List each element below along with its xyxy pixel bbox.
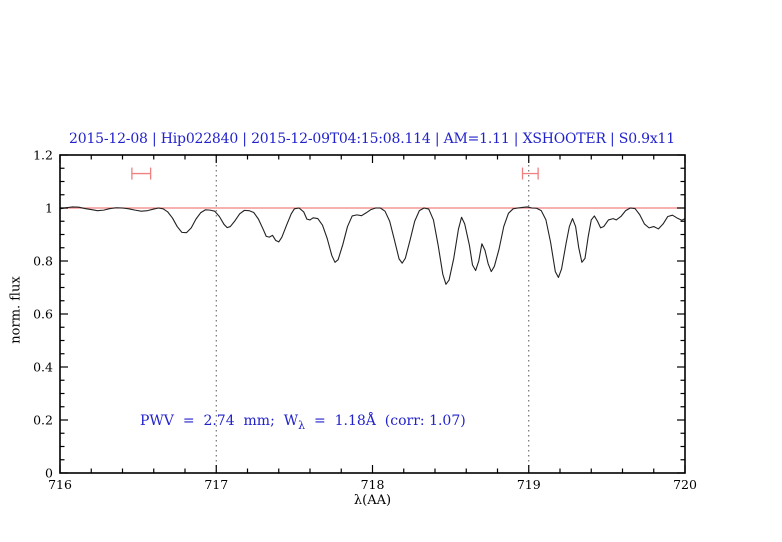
y-tick-label: 0 [45,466,53,481]
y-tick-label: 0.4 [33,360,53,375]
y-tick-label: 1 [45,201,53,216]
x-axis-label: λ(AA) [353,493,392,508]
plot-title: 2015-12-08 | Hip022840 | 2015-12-09T04:1… [69,131,675,147]
y-tick-label: 0.8 [33,254,53,269]
pwv-annotation: PWV = 2.74 mm; Wλ = 1.18Å (corr: 1.07) [140,412,466,435]
pwv-annotation-text: PWV = 2.74 mm; W [140,413,299,429]
pwv-annotation-text2: = 1.18Å (corr: 1.07) [305,413,466,429]
lambda-subscript: λ [298,418,306,432]
x-tick-label: 716 [48,477,72,492]
x-tick-label: 719 [517,477,541,492]
x-tick-label: 718 [361,477,385,492]
x-tick-label: 717 [204,477,228,492]
spectrum-line [59,206,686,285]
y-tick-label: 0.2 [33,413,53,428]
y-tick-label: 1.2 [33,148,53,163]
x-tick-label: 720 [673,477,697,492]
y-tick-label: 0.6 [33,307,53,322]
